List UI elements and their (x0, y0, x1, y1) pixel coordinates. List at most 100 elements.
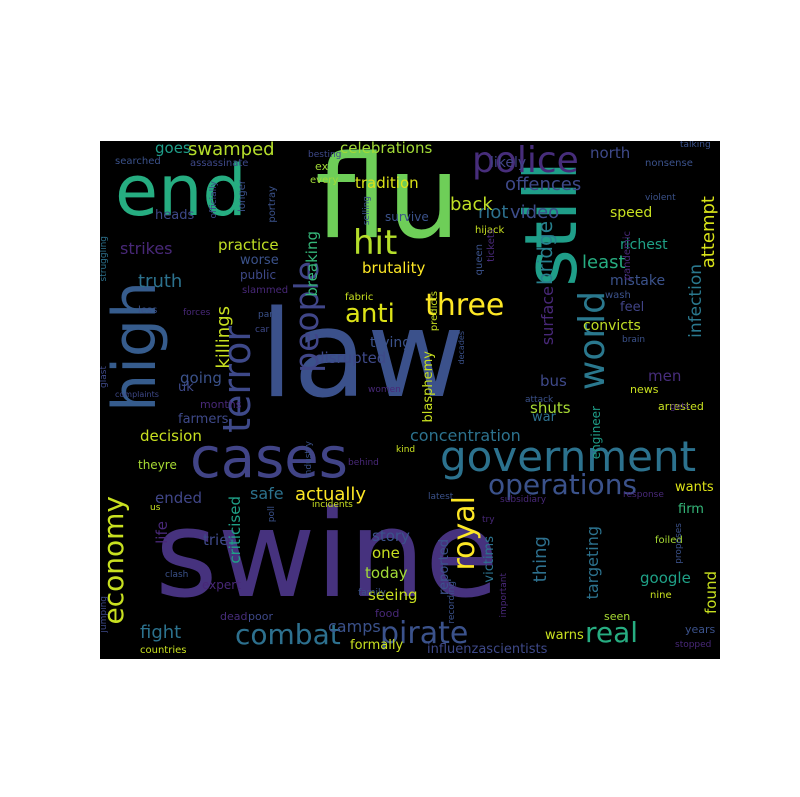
word-least: least (582, 252, 626, 273)
word-goes: goes (155, 141, 191, 157)
word-actually: actually (295, 484, 367, 505)
word-theyre: theyre (138, 458, 177, 472)
word-bus: bus (540, 372, 567, 390)
word-video: video (510, 202, 560, 223)
word-gets: gets (670, 402, 690, 412)
word-formally: formally (350, 638, 404, 653)
word-uk: uk (178, 380, 194, 395)
word-influenzascientists: influenzascientists (427, 642, 548, 657)
word-queen: queen (474, 244, 485, 276)
word-every: every (310, 175, 339, 186)
word-bridge: bridge (533, 221, 557, 286)
word-riot: riot (478, 202, 509, 223)
word-seen: seen (604, 610, 631, 623)
word-wash: wash (605, 290, 631, 301)
word-stopped: stopped (675, 640, 712, 650)
word-hijack: hijack (475, 225, 505, 236)
word-years: years (685, 623, 716, 636)
word-ended: ended (155, 489, 203, 507)
word-fight: fight (140, 622, 182, 643)
word-life: life (153, 521, 171, 544)
word-north: north (590, 144, 631, 162)
word-decades: decades (457, 331, 466, 365)
word-shuts: shuts (530, 399, 571, 417)
word-violent: violent (645, 193, 676, 203)
word-subsidiary: subsidiary (500, 495, 547, 505)
word-blasphemy: blasphemy (421, 351, 436, 423)
word-forces: forces (183, 308, 211, 318)
word-poor: poor (248, 610, 273, 623)
word-firm: firm (678, 502, 704, 517)
word-surface: surface (538, 286, 557, 346)
word-latest: latest (428, 492, 454, 502)
word-assassinate: assassinate (190, 158, 249, 169)
word-important: important (499, 573, 509, 618)
word-dead: dead (220, 610, 248, 623)
word-celebrations: celebrations (340, 141, 433, 157)
word-back: back (450, 194, 493, 215)
word-arrested: arrested (658, 400, 704, 413)
word-targeting: targeting (583, 526, 602, 600)
word-going: going (180, 369, 222, 387)
word-struggling: struggling (100, 236, 109, 282)
word-searched: searched (115, 156, 161, 167)
word-pandemic: pandemic (622, 231, 633, 281)
word-engineer: engineer (589, 406, 603, 460)
word-hit: hit (353, 223, 398, 263)
word-feel: feel (620, 300, 645, 315)
word-slammed: slammed (242, 285, 289, 296)
word-women: women (368, 385, 401, 395)
word-complaints: complaints (115, 390, 159, 399)
word-real: real (585, 616, 639, 649)
word-pirate: pirate (380, 616, 469, 651)
word-kind: kind (396, 445, 416, 455)
word-story: story (372, 527, 410, 545)
word-proposes: proposes (674, 523, 684, 564)
word-one: one (372, 544, 400, 562)
word-combat: combat (235, 618, 341, 651)
word-three: three (425, 288, 505, 323)
word-men: men (648, 367, 682, 385)
word-today: today (365, 564, 408, 582)
word-months: months (200, 398, 242, 411)
word-talking: talking (680, 141, 711, 150)
word-officially: officially (209, 181, 219, 219)
word-public: public (240, 268, 277, 282)
word-swamped: swamped (188, 141, 275, 160)
word-google: google (640, 569, 691, 587)
word-royal: royal (447, 496, 482, 571)
word-killings: killings (213, 306, 234, 369)
word-decision: decision (140, 427, 202, 445)
word-longer: longer (237, 180, 248, 212)
word-criticised: criticised (226, 496, 244, 564)
word-car: car (255, 325, 270, 335)
word-incidents: incidents (312, 500, 353, 510)
word-cloud: swine law flu end still high cases government po… (100, 141, 720, 659)
word-portray: portray (267, 186, 278, 223)
word-recording: recording (447, 581, 457, 624)
word-ex: ex (315, 160, 329, 173)
word-convicts: convicts (583, 318, 641, 334)
word-offences: offences (505, 174, 582, 195)
word-police: police (472, 141, 579, 181)
word-response: response (623, 490, 664, 500)
word-disrupted: disrupted (315, 349, 387, 367)
word-trying: trying (370, 335, 412, 351)
word-tickets: tickets (486, 229, 497, 262)
word-tries: tries (203, 531, 237, 549)
word-family: family (358, 588, 386, 598)
word-news: news (630, 383, 659, 396)
word-foiled: foiled (655, 535, 683, 546)
word-predicts: predicts (429, 291, 440, 332)
word-glast: glast (100, 366, 109, 388)
word-try: try (482, 515, 495, 525)
word-operations: operations (488, 468, 638, 501)
word-countries: countries (140, 645, 187, 656)
word-party: party (258, 310, 282, 320)
word-brutality: brutality (362, 259, 426, 277)
word-safe: safe (250, 484, 284, 503)
word-less: less (138, 305, 158, 316)
word-cases: cases (190, 426, 348, 491)
word-breaking: breaking (303, 231, 321, 297)
word-us: us (150, 503, 161, 513)
